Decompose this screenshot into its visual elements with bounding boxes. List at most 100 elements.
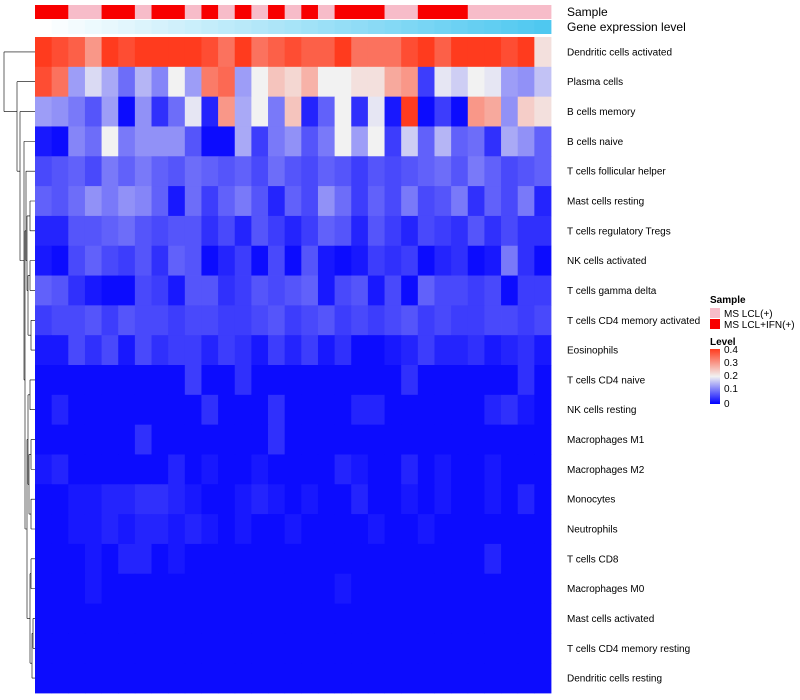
heatmap-cell [151,514,169,545]
heatmap-cell [367,275,385,306]
heatmap-cell [251,305,269,336]
heatmap-cell [251,126,269,157]
heatmap-cell [118,126,136,157]
gene-expression-annotation-cell [517,20,535,34]
heatmap-cell [251,454,269,485]
heatmap-cell [201,37,219,68]
heatmap-cell [334,126,352,157]
heatmap-cell [118,514,136,545]
heatmap-cell [517,126,535,157]
sample-annotation-label: Sample [567,5,608,19]
heatmap-cell [434,484,452,515]
heatmap-cell [251,335,269,366]
heatmap-cell [467,394,485,426]
heatmap-cell [84,663,102,694]
gene-expression-annotation-cell [101,20,119,34]
row-label: Mast cells resting [567,197,644,208]
heatmap-cell [484,454,502,485]
heatmap-cell [301,275,319,306]
heatmap-cell [118,424,136,455]
heatmap-cell [268,245,286,276]
heatmap-cell [184,454,202,485]
heatmap-cell [284,66,302,98]
heatmap-cell [501,186,519,217]
heatmap-cell [301,365,319,396]
heatmap-cell [101,126,119,157]
heatmap-cell [168,37,186,68]
heatmap-cell [184,156,202,187]
heatmap-cell [134,156,152,187]
heatmap-cell [334,394,352,426]
sample-annotation-cell [501,5,519,19]
heatmap-cell [84,37,102,68]
heatmap-cell [434,96,452,127]
sample-annotation-cell [417,5,435,19]
heatmap-cell [301,424,319,455]
heatmap-cell [35,514,53,545]
heatmap-cell [484,573,502,604]
heatmap-cell [234,484,252,515]
heatmap-cell [317,245,336,276]
heatmap-cell [434,66,452,98]
heatmap-cell [417,215,435,247]
sample-annotation-cell [118,5,136,19]
heatmap-cell [168,365,186,396]
heatmap-cell [35,186,53,217]
heatmap-cell [534,573,552,604]
heatmap-cell [134,96,152,127]
row-label: Dendritic cells resting [567,674,662,685]
sample-annotation-cell [467,5,485,19]
heatmap-cell [334,514,352,545]
heatmap-cell [35,66,53,98]
heatmap-cell [51,633,69,664]
gene-expression-annotation-cell [84,20,102,34]
heatmap-cell [51,484,69,515]
heatmap-cell [434,603,452,634]
heatmap-cell [218,215,236,247]
heatmap-cell [234,454,252,485]
heatmap-cell [268,156,286,187]
heatmap-cell [68,603,86,634]
heatmap-cell [367,365,385,396]
heatmap-cell [184,663,202,694]
heatmap-cell [401,424,419,455]
heatmap-cell [484,484,502,515]
sample-annotation-cell [168,5,186,19]
heatmap-cell [234,424,252,455]
sample-annotation-cell [35,5,53,19]
heatmap-cell [84,275,102,306]
heatmap-cell [484,543,502,575]
heatmap-cell [51,603,69,634]
heatmap-cell [201,335,219,366]
heatmap-cell [534,543,552,575]
heatmap-cell [401,66,419,98]
gene-expression-annotation-cell [417,20,435,34]
heatmap-cell [151,126,169,157]
heatmap-cell [134,215,152,247]
heatmap-cell [501,245,519,276]
heatmap-cell [301,245,319,276]
sample-annotation-cell [351,5,369,19]
heatmap-cell [251,96,269,127]
heatmap-cell [301,96,319,127]
heatmap-cell [84,484,102,515]
heatmap-cell [68,543,86,575]
heatmap-cell [134,633,152,664]
heatmap-cell [484,66,502,98]
heatmap-cell [517,365,535,396]
heatmap-cell [68,215,86,247]
heatmap-cell [118,96,136,127]
heatmap-cell [168,156,186,187]
dendrogram-branch [30,558,35,589]
row-label: Plasma cells [567,77,623,88]
heatmap-cell [434,335,452,366]
heatmap-cell [501,543,519,575]
legend-swatch-ms-lcl [710,308,720,318]
heatmap-cell [534,335,552,366]
row-label: Neutrophils [567,525,618,536]
heatmap-cell [401,365,419,396]
heatmap-cell [317,365,336,396]
heatmap-cell [501,215,519,247]
heatmap-cell [434,186,452,217]
heatmap-cell [101,96,119,127]
